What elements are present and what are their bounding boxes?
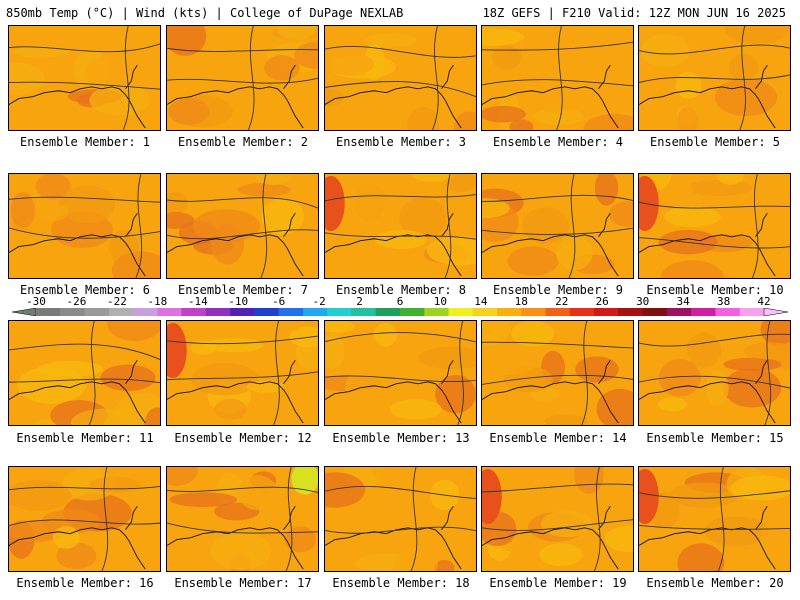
ensemble-member-map (8, 173, 161, 279)
ensemble-member-label: Ensemble Member: 18 (332, 576, 470, 590)
colorbar-swatch (157, 308, 182, 316)
ensemble-member-map (638, 320, 791, 426)
ensemble-member-label: Ensemble Member: 16 (16, 576, 154, 590)
ensemble-member-map (481, 173, 634, 279)
colorbar-swatch (424, 308, 449, 316)
ensemble-member-map (166, 173, 319, 279)
colorbar-tick-label: -18 (147, 295, 168, 308)
ensemble-member-label: Ensemble Member: 13 (332, 431, 470, 445)
ensemble-member-map (8, 320, 161, 426)
ensemble-member-label: Ensemble Member: 7 (177, 283, 309, 297)
ensemble-member-map (481, 466, 634, 572)
colorbar-swatch (472, 308, 498, 316)
colorbar-tick-label: -22 (106, 295, 127, 308)
colorbar-tick-label: 14 (474, 295, 488, 308)
ensemble-member-label: Ensemble Member: 6 (19, 283, 151, 297)
ensemble-member-label: Ensemble Member: 8 (335, 283, 467, 297)
colorbar-swatch (400, 308, 425, 316)
ensemble-member-label: Ensemble Member: 5 (649, 135, 781, 149)
ensemble-member-map (8, 25, 161, 131)
ensemble-member-label: Ensemble Member: 3 (335, 135, 467, 149)
colorbar-swatch (545, 308, 571, 316)
colorbar-tick-label: -14 (187, 295, 208, 308)
ensemble-member-map (166, 320, 319, 426)
colorbar-swatch (133, 308, 158, 316)
map-title: 850mb Temp (°C) | Wind (kts) | College o… (6, 6, 404, 20)
colorbar-swatch (618, 308, 644, 316)
ensemble-member-label: Ensemble Member: 14 (489, 431, 627, 445)
colorbar-swatch (302, 308, 328, 316)
colorbar-tick-label: 26 (595, 295, 609, 308)
colorbar-swatch (278, 308, 304, 316)
colorbar-tick-label: -6 (272, 295, 286, 308)
colorbar-swatch (594, 308, 619, 316)
valid-time: 18Z GEFS | F210 Valid: 12Z MON JUN 16 20… (482, 6, 786, 20)
ensemble-member-map (324, 25, 477, 131)
colorbar-swatch (36, 308, 61, 316)
colorbar-swatch (375, 308, 401, 316)
ensemble-member-label: Ensemble Member: 9 (492, 283, 624, 297)
ensemble-member-label: Ensemble Member: 17 (174, 576, 312, 590)
ensemble-member-map (481, 320, 634, 426)
colorbar-swatch (691, 308, 716, 316)
colorbar-tick-label: -2 (312, 295, 326, 308)
ensemble-member-label: Ensemble Member: 11 (16, 431, 154, 445)
colorbar-swatch (715, 308, 741, 316)
colorbar-swatch (254, 308, 280, 316)
ensemble-member-map (166, 25, 319, 131)
ensemble-member-label: Ensemble Member: 4 (492, 135, 624, 149)
colorbar-swatch (666, 308, 692, 316)
ensemble-member-map (638, 173, 791, 279)
colorbar-tick-label: 42 (757, 295, 771, 308)
colorbar-tick-label: -30 (26, 295, 46, 308)
colorbar-swatch (230, 308, 255, 316)
colorbar-swatch (181, 308, 207, 316)
ensemble-member-label: Ensemble Member: 1 (19, 135, 151, 149)
ensemble-member-map (638, 25, 791, 131)
ensemble-member-label: Ensemble Member: 19 (489, 576, 627, 590)
colorbar-swatch (642, 308, 668, 316)
colorbar-tick-label: -10 (228, 295, 249, 308)
ensemble-member-map (324, 466, 477, 572)
colorbar-swatch (327, 308, 352, 316)
colorbar-swatch (351, 308, 377, 316)
colorbar-tick-label: 2 (356, 295, 363, 308)
ensemble-member-label: Ensemble Member: 10 (646, 283, 784, 297)
ensemble-member-map (481, 25, 634, 131)
colorbar-tick-label: -26 (66, 295, 87, 308)
ensemble-member-label: Ensemble Member: 12 (174, 431, 312, 445)
colorbar-tick-label: 30 (636, 295, 650, 308)
temperature-colorbar (12, 308, 788, 316)
colorbar-tick-label: 10 (433, 295, 448, 308)
colorbar-tick-label: 38 (716, 295, 731, 308)
colorbar-swatch (739, 308, 765, 316)
ensemble-member-map (324, 173, 477, 279)
ensemble-member-label: Ensemble Member: 2 (177, 135, 309, 149)
ensemble-member-map (166, 466, 319, 572)
ensemble-member-map (324, 320, 477, 426)
colorbar-swatch (497, 308, 522, 316)
colorbar-tick-label: 22 (555, 295, 569, 308)
colorbar-tick-label: 18 (514, 295, 528, 308)
colorbar-swatch (60, 308, 85, 316)
colorbar-tick-label: 6 (396, 295, 404, 308)
colorbar-tick-label: 34 (676, 295, 690, 308)
colorbar-swatch (108, 308, 134, 316)
colorbar-swatch (448, 308, 474, 316)
ensemble-member-map (8, 466, 161, 572)
colorbar-swatch (84, 308, 110, 316)
colorbar-swatch (521, 308, 546, 316)
colorbar-swatch (569, 308, 595, 316)
ensemble-member-label: Ensemble Member: 20 (646, 576, 784, 590)
ensemble-member-map (638, 466, 791, 572)
ensemble-member-label: Ensemble Member: 15 (646, 431, 784, 445)
colorbar-swatch (205, 308, 231, 316)
